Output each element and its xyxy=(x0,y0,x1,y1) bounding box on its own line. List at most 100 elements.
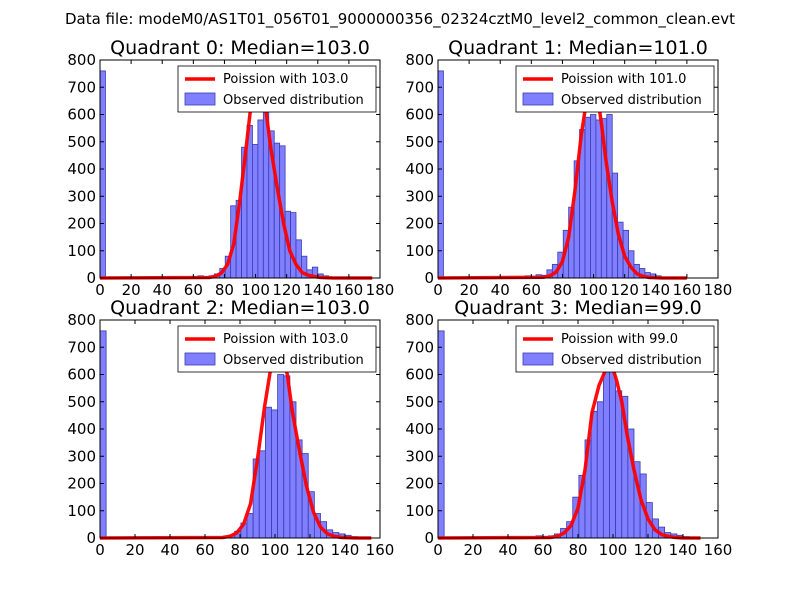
quadrant-0-panel: Quadrant 0: Median=103.00 20 40 60 80 100 120 1… xyxy=(67,37,394,299)
y-tick-label: 300 xyxy=(405,447,434,465)
panels: Quadrant 0: Median=103.0 0 20 40 60 80 100 120 1… xyxy=(67,37,732,559)
y-tick-label: 400 xyxy=(405,420,434,438)
y-tick-label: 300 xyxy=(67,187,96,205)
x-tick-label: 80 xyxy=(568,541,587,559)
legend-label-observed: Observed distribution xyxy=(223,93,364,108)
y-tick-label: 100 xyxy=(67,502,96,520)
legend-bar-swatch xyxy=(184,92,216,106)
y-tick-label: 100 xyxy=(405,242,434,260)
y-tick-label: 200 xyxy=(67,475,96,493)
quadrant-3-title: Quadrant 3: Median=99.0 xyxy=(454,297,702,319)
x-tick-label: 80 xyxy=(553,281,572,299)
x-tick-label: 160 xyxy=(673,281,702,299)
legend-label-observed: Observed distribution xyxy=(561,93,702,108)
quadrant-3-panel: Quadrant 3: Median=99.0 0 20 40 60 80 100 120 14… xyxy=(405,297,732,559)
legend-bar-swatch xyxy=(184,352,216,366)
x-tick-label: 180 xyxy=(704,281,733,299)
histogram-bar xyxy=(246,513,254,539)
histogram-bar xyxy=(584,116,591,279)
histogram-bar xyxy=(602,371,610,539)
x-tick-label: 140 xyxy=(641,281,670,299)
legend-label-observed: Observed distribution xyxy=(561,353,702,368)
x-tick-label: 120 xyxy=(296,541,325,559)
y-tick-label: 400 xyxy=(405,160,434,178)
y-tick-label: 100 xyxy=(67,242,96,260)
histogram-bar xyxy=(99,330,107,539)
x-tick-label: 140 xyxy=(669,541,698,559)
x-tick-label: 120 xyxy=(634,541,663,559)
y-tick-label: 200 xyxy=(405,475,434,493)
y-tick-label: 200 xyxy=(67,215,96,233)
quadrant-3-poisson-line xyxy=(437,361,701,540)
x-tick-label: 160 xyxy=(704,541,733,559)
x-tick-label: 60 xyxy=(184,281,203,299)
x-tick-label: 20 xyxy=(122,281,141,299)
quadrant-0-title: Quadrant 0: Median=103.0 xyxy=(110,37,370,59)
y-tick-label: 600 xyxy=(405,106,434,124)
x-tick-label: 60 xyxy=(533,541,552,559)
quadrant-3-legend: Poission with 99.0 Observed distribution xyxy=(515,325,715,373)
histogram-bar xyxy=(595,119,602,279)
y-tick-label: 500 xyxy=(405,133,434,151)
histogram-bar xyxy=(283,375,291,539)
x-tick-label: 40 xyxy=(153,281,172,299)
x-tick-label: 20 xyxy=(463,541,482,559)
x-tick-label: 140 xyxy=(303,281,332,299)
histogram-bar xyxy=(264,406,272,539)
y-tick-label: 400 xyxy=(67,420,96,438)
y-tick-label: 0 xyxy=(424,529,434,547)
histogram-bar xyxy=(596,401,604,539)
y-tick-label: 100 xyxy=(405,502,434,520)
legend-label-observed: Observed distribution xyxy=(223,353,364,368)
x-tick-label: 80 xyxy=(230,541,249,559)
x-tick-label: 60 xyxy=(522,281,541,299)
y-tick-label: 500 xyxy=(67,393,96,411)
histogram-bar xyxy=(257,119,264,279)
y-tick-label: 200 xyxy=(405,215,434,233)
quadrant-1-poisson-line xyxy=(437,80,687,280)
histogram-bar xyxy=(609,368,617,539)
y-tick-label: 800 xyxy=(405,51,434,69)
histogram-bar xyxy=(290,212,297,279)
y-tick-label: 0 xyxy=(86,269,96,287)
y-tick-label: 600 xyxy=(405,366,434,384)
x-tick-label: 40 xyxy=(498,541,517,559)
y-tick-label: 700 xyxy=(67,338,96,356)
x-tick-label: 40 xyxy=(491,281,510,299)
x-tick-label: 100 xyxy=(599,541,628,559)
quadrant-1-title: Quadrant 1: Median=101.0 xyxy=(448,37,708,59)
y-tick-label: 500 xyxy=(67,133,96,151)
x-tick-label: 100 xyxy=(261,541,290,559)
x-tick-label: 100 xyxy=(241,281,270,299)
legend-label-poisson: Poission with 101.0 xyxy=(561,72,686,87)
histogram-bar xyxy=(271,409,279,539)
y-tick-label: 0 xyxy=(86,529,96,547)
x-tick-label: 0 xyxy=(95,281,105,299)
histogram-bar xyxy=(590,114,597,279)
figure-suptitle: Data file: modeM0/AS1T01_056T01_90000003… xyxy=(65,10,735,29)
quadrant-2-title: Quadrant 2: Median=103.0 xyxy=(110,297,370,319)
x-tick-label: 60 xyxy=(195,541,214,559)
y-tick-label: 600 xyxy=(67,106,96,124)
quadrant-1-legend: Poission with 101.0 Observed distribution xyxy=(515,65,715,113)
quadrant-0-poisson-line xyxy=(99,69,373,280)
legend-label-poisson: Poission with 103.0 xyxy=(223,332,348,347)
quadrant-2-poisson-line xyxy=(99,342,372,540)
y-tick-label: 300 xyxy=(67,447,96,465)
y-tick-label: 800 xyxy=(67,311,96,329)
legend-bar-swatch xyxy=(522,92,554,106)
x-tick-label: 160 xyxy=(335,281,364,299)
x-tick-label: 0 xyxy=(95,541,105,559)
histogram-bar xyxy=(437,70,444,279)
quadrant-1-panel: Quadrant 1: Median=101.00 20 40 60 80 100 120 1… xyxy=(405,37,732,299)
legend-label-poisson: Poission with 103.0 xyxy=(223,72,348,87)
legend-box xyxy=(515,65,715,113)
y-tick-label: 0 xyxy=(424,269,434,287)
x-tick-label: 100 xyxy=(579,281,608,299)
histogram-bar xyxy=(252,144,259,279)
quadrant-0-legend: Poission with 103.0 Observed distribution xyxy=(177,65,377,113)
x-tick-label: 140 xyxy=(331,541,360,559)
y-tick-label: 600 xyxy=(67,366,96,384)
histogram-bar xyxy=(99,70,106,279)
